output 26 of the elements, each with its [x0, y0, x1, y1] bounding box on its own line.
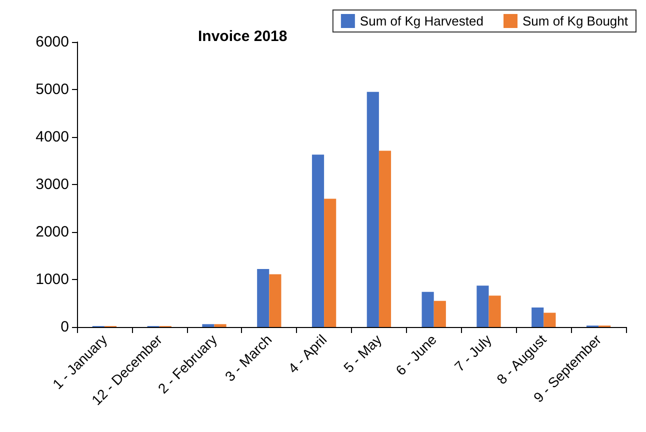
bar	[269, 274, 282, 327]
y-tick-label: 2000	[36, 224, 69, 240]
y-tick-label: 5000	[36, 81, 69, 98]
bar	[476, 286, 489, 327]
bar	[202, 324, 214, 327]
legend-label: Sum of Kg Bought	[522, 14, 628, 28]
bar	[532, 308, 544, 327]
bar	[378, 150, 392, 327]
chart-title: Invoice 2018	[198, 28, 288, 45]
y-tick-label: 4000	[36, 128, 69, 146]
x-tick-label: 7 - July	[451, 331, 494, 375]
x-tick-label: 5 - May	[340, 331, 385, 376]
y-tick-label: 3000	[36, 176, 69, 193]
bar	[214, 324, 226, 327]
bar	[434, 300, 446, 327]
bar	[366, 92, 379, 327]
legend-label: Sum of Kg Harvested	[360, 14, 484, 28]
bar	[312, 154, 324, 327]
bar	[324, 198, 336, 327]
y-tick-label: 1000	[36, 271, 69, 288]
y-tick-label: 0	[60, 318, 69, 336]
bar	[257, 269, 270, 327]
bar	[488, 296, 501, 327]
bar	[544, 312, 556, 327]
y-tick-label: 6000	[36, 34, 69, 50]
bar	[422, 292, 434, 327]
